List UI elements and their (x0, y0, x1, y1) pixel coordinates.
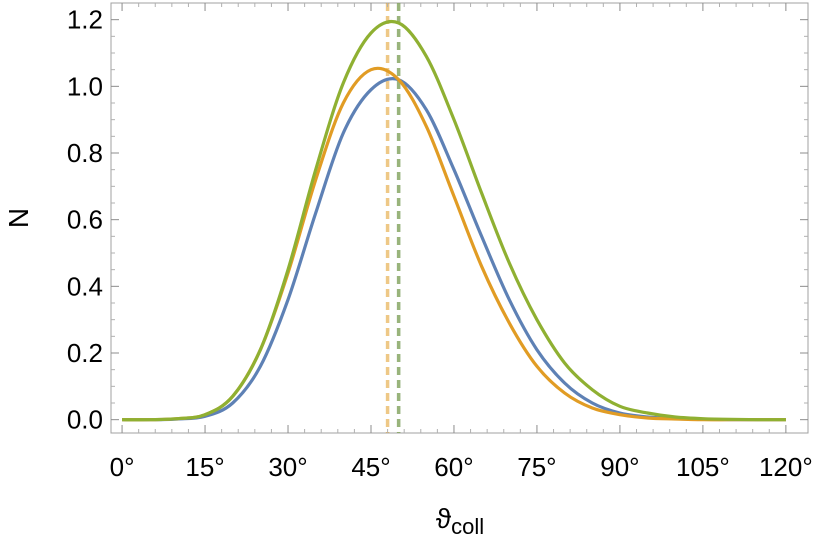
x-tick-label: 60° (434, 452, 473, 482)
series-line-2 (122, 19, 786, 422)
y-tick-label: 1.0 (67, 71, 103, 101)
series-line-0 (122, 76, 786, 422)
x-axis-label: ϑcoll (436, 503, 484, 539)
x-axis-label-subscript: coll (451, 514, 484, 539)
y-tick-label: 0.8 (67, 138, 103, 168)
y-tick-label: 0.2 (67, 338, 103, 368)
x-axis-ticks: 0° 15° 30° 45° 60° 75° 90° 105° 120° (110, 3, 813, 482)
y-axis-ticks: 0.0 0.2 0.4 0.6 0.8 1.0 1.2 (67, 5, 808, 435)
y-tick-label: 1.2 (67, 5, 103, 35)
x-tick-label: 105° (676, 452, 730, 482)
peak-markers (385, 3, 401, 433)
x-tick-label: 120° (759, 452, 813, 482)
x-tick-label: 90° (600, 452, 639, 482)
plot-frame (110, 2, 809, 434)
x-axis-label-main: ϑ (436, 503, 452, 534)
y-axis-label: N (3, 208, 34, 228)
x-tick-label: 75° (517, 452, 556, 482)
series-lines (122, 19, 786, 422)
x-tick-label: 0° (110, 452, 135, 482)
y-tick-label: 0.4 (67, 271, 103, 301)
x-tick-label: 30° (268, 452, 307, 482)
y-tick-label: 0.0 (67, 405, 103, 435)
y-tick-label: 0.6 (67, 205, 103, 235)
x-tick-label: 45° (351, 452, 390, 482)
x-tick-label: 15° (185, 452, 224, 482)
